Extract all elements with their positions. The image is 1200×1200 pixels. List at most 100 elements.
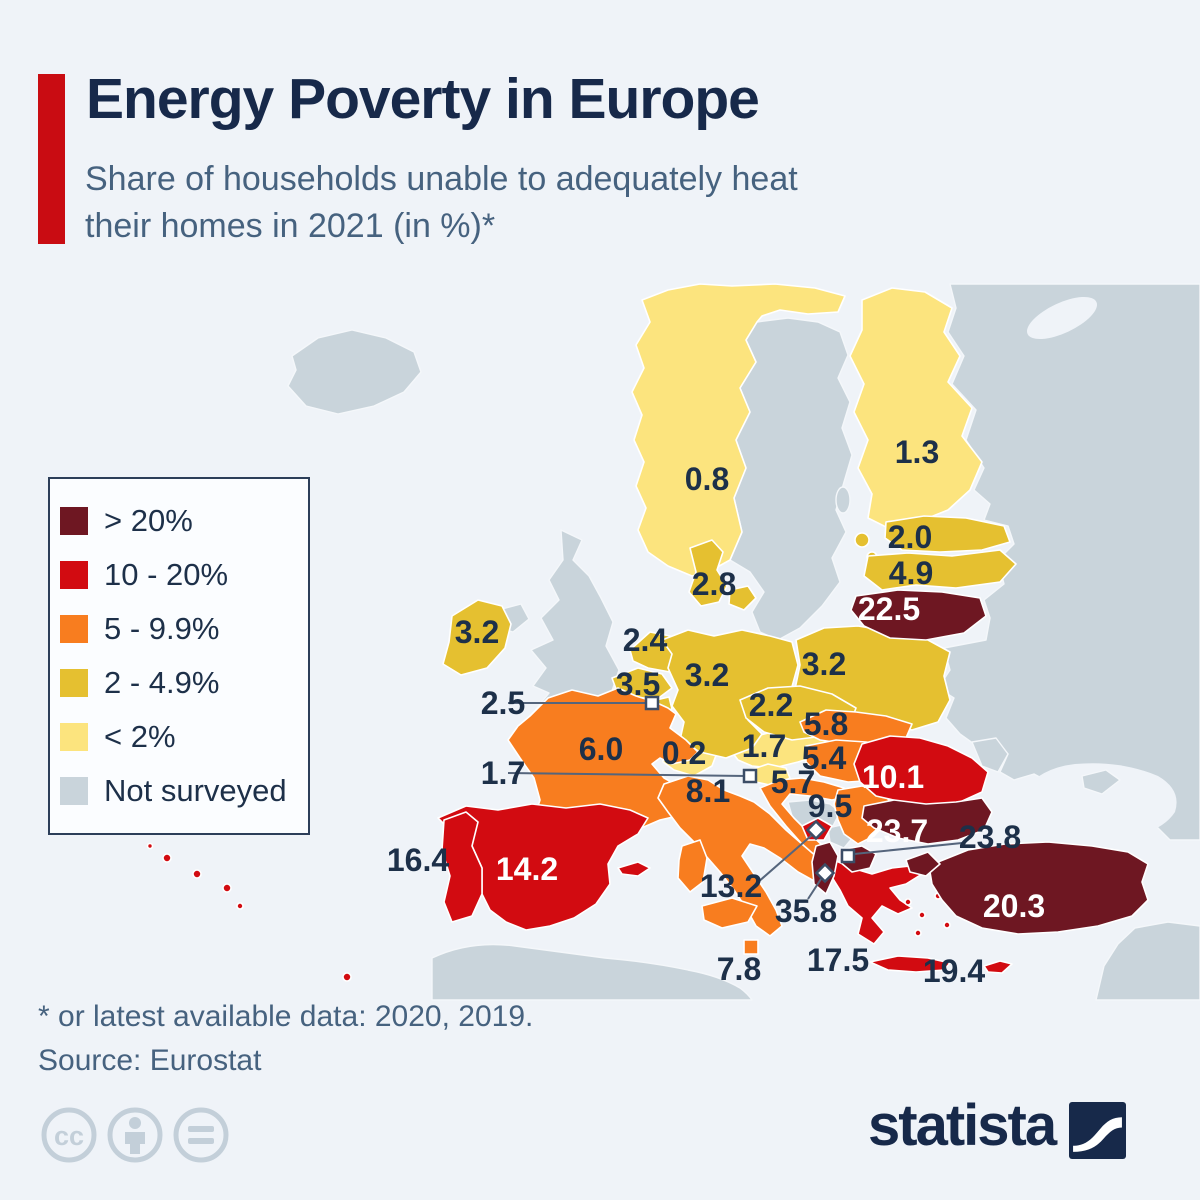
- region-crimea-top: [1081, 769, 1121, 795]
- label-denmark: 2.8: [692, 566, 736, 602]
- not-surveyed-regions: [287, 283, 1200, 1001]
- label-turkey: 20.3: [983, 888, 1045, 924]
- legend-label-gt20: > 20%: [104, 503, 193, 538]
- region-middle-east: [1095, 921, 1200, 1001]
- legend-row-lt2: < 2%: [54, 719, 304, 755]
- italy-sardinia: [677, 839, 708, 893]
- legend-swatch-gt20: [60, 507, 88, 535]
- country-lithuania: [850, 589, 987, 641]
- statista-logo-text: statista: [868, 1093, 1057, 1158]
- country-estonia: [884, 515, 1011, 553]
- page-subtitle: Share of households unable to adequately…: [85, 156, 798, 250]
- label-serbia: 9.5: [808, 788, 852, 824]
- label-montenegro: 13.2: [700, 868, 762, 904]
- leader-line-albania: [807, 878, 822, 900]
- country-malta: [743, 939, 759, 955]
- island-gotland: [835, 486, 851, 514]
- label-slovenia: 1.7: [481, 755, 525, 791]
- country-finland: [849, 287, 983, 529]
- country-greece: [829, 859, 923, 945]
- country-turkey: [929, 841, 1149, 935]
- subtitle-line-1: Share of households unable to adequately…: [85, 160, 798, 198]
- legend-swatch-5-9.9: [60, 615, 88, 643]
- label-north-macedonia: 23.8: [959, 819, 1021, 855]
- leader-lines: [507, 702, 963, 900]
- leader-line-montenegro: [756, 834, 813, 884]
- legend-label-not-surveyed: Not surveyed: [104, 773, 287, 808]
- legend-label-5-9.9: 5 - 9.9%: [104, 611, 220, 646]
- country-moldova: [971, 737, 1009, 773]
- legend-swatch-not-surveyed: [60, 777, 88, 805]
- legend-swatch-2-4.9: [60, 669, 88, 697]
- leader-line-north-macedonia: [853, 842, 963, 855]
- spain-balearics: [617, 861, 651, 877]
- black-sea: [1022, 763, 1177, 840]
- accent-bar: [38, 74, 65, 244]
- country-romania: [853, 735, 989, 807]
- legend-label-lt2: < 2%: [104, 719, 176, 754]
- estonia-island-1: [854, 532, 870, 548]
- greece-crete: [869, 955, 951, 973]
- label-austria: 1.7: [742, 728, 786, 764]
- legend-swatch-10-20: [60, 561, 88, 589]
- country-italy: [657, 775, 831, 937]
- country-germany: [661, 629, 799, 759]
- label-bulgaria: 23.7: [866, 813, 928, 849]
- legend-label-2-4.9: 2 - 4.9%: [104, 665, 220, 700]
- region-north-africa: [431, 943, 753, 1001]
- legend-label-10-20: 10 - 20%: [104, 557, 229, 592]
- bucket-10-20: [146, 735, 1013, 982]
- label-france: 6.0: [579, 731, 623, 767]
- marker-slovenia: [742, 768, 758, 784]
- country-united-kingdom: [530, 529, 620, 715]
- legend-row-not-surveyed: Not surveyed: [54, 773, 304, 809]
- label-latvia: 4.9: [889, 555, 933, 591]
- label-cyprus: 19.4: [923, 953, 985, 989]
- leader-line-slovenia: [507, 772, 747, 777]
- turkey-european-part: [905, 851, 941, 877]
- label-italy: 8.1: [686, 773, 730, 809]
- cc-glyph: cc: [54, 1121, 84, 1151]
- country-norway: [631, 283, 846, 577]
- italy-sicily: [701, 897, 758, 929]
- label-hungary: 5.4: [802, 740, 847, 776]
- label-luxembourg: 2.5: [481, 685, 525, 721]
- markers: [644, 695, 856, 884]
- country-cyprus: [983, 960, 1013, 974]
- label-albania: 35.8: [775, 893, 837, 929]
- person-glyph: [125, 1117, 145, 1154]
- statista-logo-icon: [1069, 1102, 1127, 1159]
- label-croatia: 5.7: [771, 764, 815, 800]
- label-malta: 7.8: [717, 951, 761, 987]
- marker-montenegro: [805, 819, 827, 841]
- marker-north-macedonia: [840, 848, 856, 864]
- legend-row-gt20: > 20%: [54, 503, 304, 539]
- marker-albania: [814, 862, 836, 884]
- label-norway: 0.8: [685, 461, 729, 497]
- country-portugal: [441, 811, 483, 923]
- cc-attribution-icon: [107, 1107, 163, 1163]
- source-line: Source: Eurostat: [38, 1044, 262, 1077]
- label-switzerland: 0.2: [662, 735, 706, 771]
- aegean-islands: [904, 892, 951, 937]
- value-labels: 0.8 1.3 2.0 4.9 22.5 2.8 3.2 2.4 3.5 2.5…: [387, 434, 1045, 989]
- country-denmark: [688, 539, 728, 607]
- label-portugal: 16.4: [387, 842, 449, 878]
- label-estonia: 2.0: [888, 519, 932, 555]
- subtitle-line-2: their homes in 2021 (in %)*: [85, 207, 496, 245]
- label-lithuania: 22.5: [858, 591, 920, 627]
- brand: statista: [868, 1093, 1127, 1159]
- cc-license-icon: [41, 1107, 97, 1163]
- label-germany: 3.2: [685, 657, 729, 693]
- footnote: * or latest available data: 2020, 2019.: [38, 1000, 534, 1033]
- creative-commons-icons: cc: [41, 1107, 229, 1163]
- label-greece: 17.5: [807, 942, 869, 978]
- country-ireland: [442, 599, 512, 676]
- white-sea: [1026, 296, 1098, 340]
- country-latvia: [863, 549, 1017, 591]
- label-poland: 3.2: [802, 646, 846, 682]
- label-czechia: 2.2: [749, 687, 793, 723]
- legend-row-2-4.9: 2 - 4.9%: [54, 665, 304, 701]
